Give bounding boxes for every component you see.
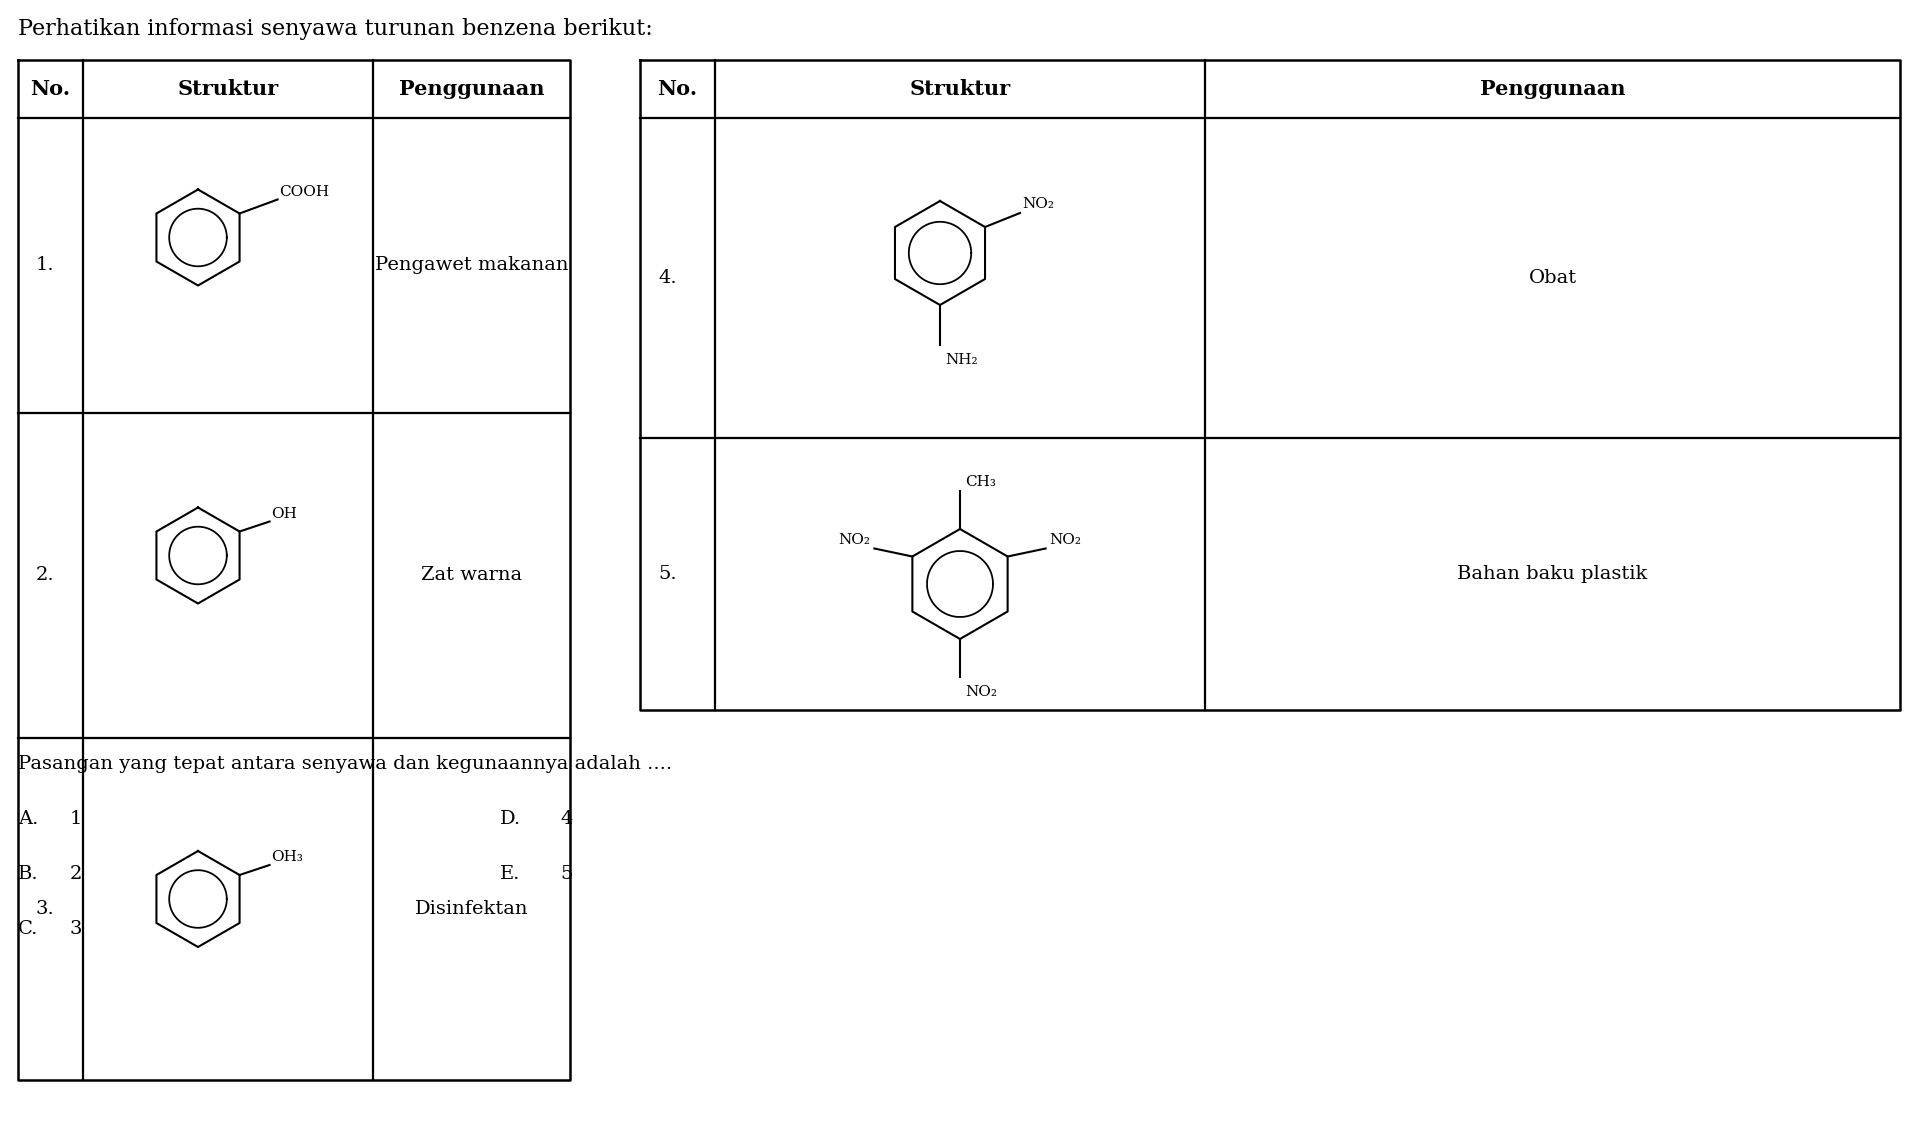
- Text: 3.: 3.: [37, 900, 54, 918]
- Text: E.: E.: [500, 864, 519, 883]
- Text: 3: 3: [69, 919, 83, 938]
- Text: C.: C.: [17, 919, 38, 938]
- Text: 2.: 2.: [37, 567, 54, 584]
- Text: Struktur: Struktur: [910, 79, 1010, 98]
- Text: Disinfektan: Disinfektan: [415, 900, 529, 918]
- Text: 2: 2: [69, 864, 83, 883]
- Text: COOH: COOH: [279, 184, 329, 198]
- Text: B.: B.: [17, 864, 38, 883]
- Text: NO₂: NO₂: [965, 685, 996, 698]
- Text: Pasangan yang tepat antara senyawa dan kegunaannya adalah ....: Pasangan yang tepat antara senyawa dan k…: [17, 755, 671, 773]
- Text: Perhatikan informasi senyawa turunan benzena berikut:: Perhatikan informasi senyawa turunan ben…: [17, 18, 652, 40]
- Text: 4.: 4.: [658, 269, 677, 287]
- Text: Pengawet makanan: Pengawet makanan: [375, 256, 567, 275]
- Text: Obat: Obat: [1527, 269, 1575, 287]
- Text: Penggunaan: Penggunaan: [398, 79, 544, 98]
- Text: OH₃: OH₃: [271, 850, 304, 864]
- Text: NH₂: NH₂: [944, 353, 977, 368]
- Text: Bahan baku plastik: Bahan baku plastik: [1456, 564, 1646, 583]
- Text: A.: A.: [17, 810, 38, 828]
- Text: No.: No.: [31, 79, 71, 98]
- Text: No.: No.: [658, 79, 698, 98]
- Text: Zat warna: Zat warna: [421, 567, 521, 584]
- Text: NO₂: NO₂: [838, 532, 869, 546]
- Text: 1: 1: [69, 810, 83, 828]
- Text: CH₃: CH₃: [965, 475, 996, 489]
- Text: Penggunaan: Penggunaan: [1479, 79, 1625, 98]
- Text: 5.: 5.: [658, 564, 677, 583]
- Text: NO₂: NO₂: [1050, 532, 1081, 546]
- Text: 5: 5: [560, 864, 571, 883]
- Text: Struktur: Struktur: [177, 79, 279, 98]
- Text: OH: OH: [271, 506, 298, 521]
- Text: 1.: 1.: [37, 256, 54, 275]
- Text: NO₂: NO₂: [1021, 197, 1054, 211]
- Text: 4: 4: [560, 810, 571, 828]
- Text: D.: D.: [500, 810, 521, 828]
